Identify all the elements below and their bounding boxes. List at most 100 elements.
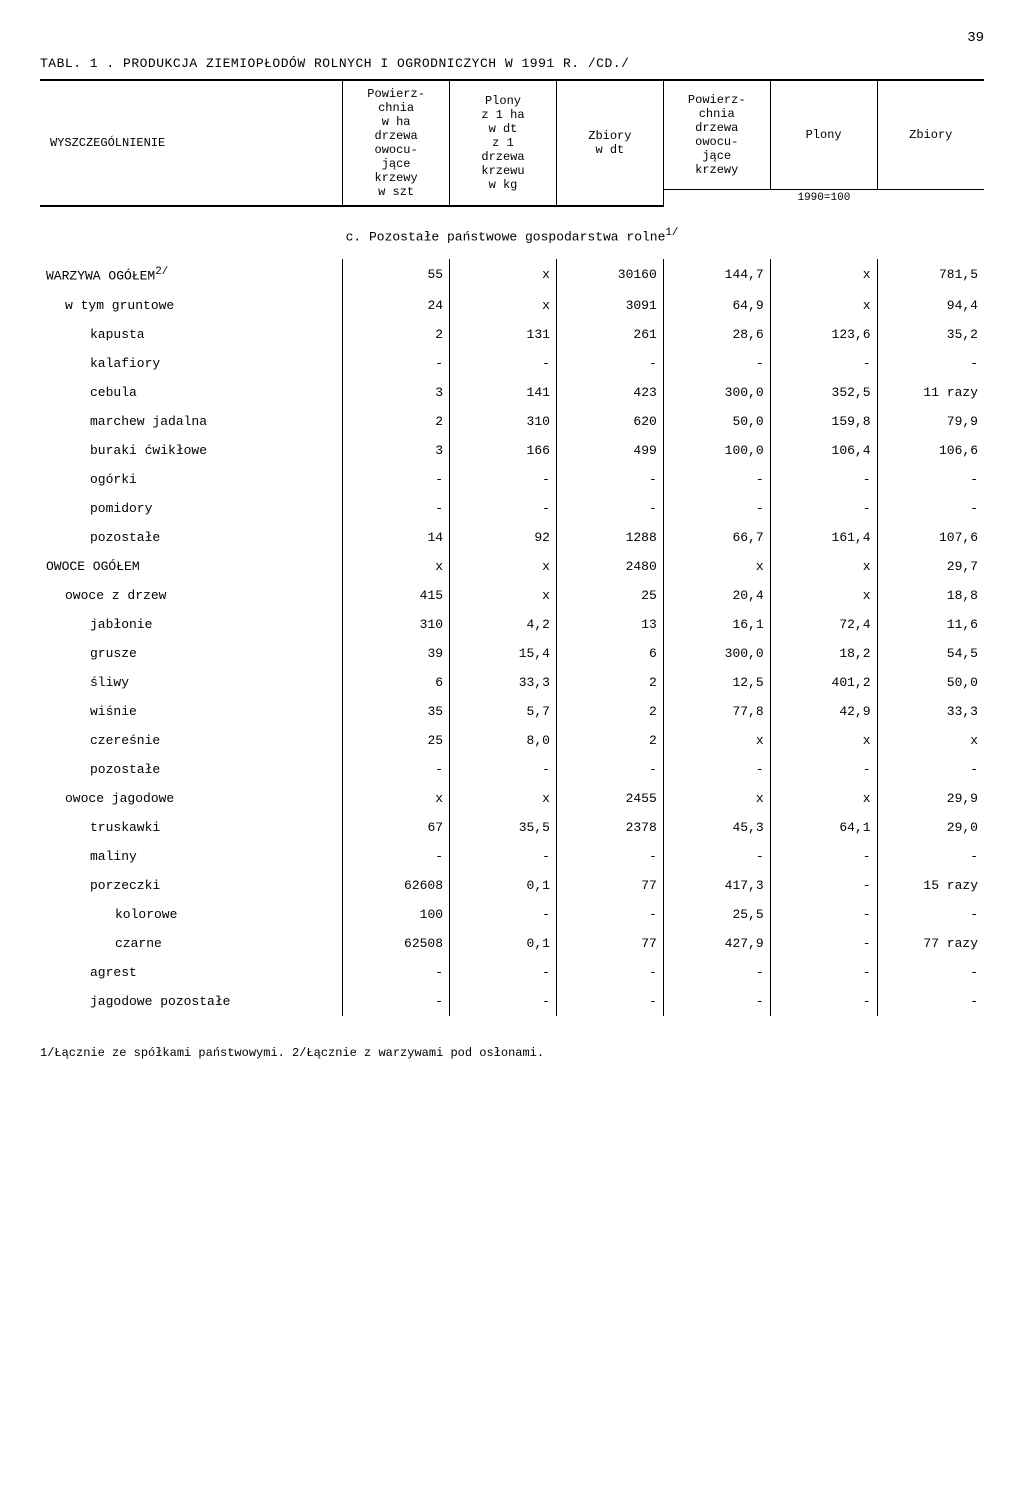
table-row: porzeczki626080,177417,3-15 razy [40, 871, 984, 900]
table-row: buraki ćwikłowe3166499100,0106,4106,6 [40, 436, 984, 465]
cell: 415 [343, 581, 450, 610]
cell: 2 [556, 668, 663, 697]
cell: - [556, 465, 663, 494]
table-row: ogórki------ [40, 465, 984, 494]
cell: 33,3 [877, 697, 984, 726]
cell: 72,4 [770, 610, 877, 639]
cell: 50,0 [663, 407, 770, 436]
row-label: grusze [40, 639, 343, 668]
cell: 16,1 [663, 610, 770, 639]
cell: 0,1 [450, 929, 557, 958]
cell: - [450, 842, 557, 871]
cell: 106,6 [877, 436, 984, 465]
cell: 310 [450, 407, 557, 436]
cell: 166 [450, 436, 557, 465]
cell: 77,8 [663, 697, 770, 726]
cell: 25 [343, 726, 450, 755]
cell: - [770, 494, 877, 523]
cell: x [450, 581, 557, 610]
cell: 18,8 [877, 581, 984, 610]
row-label: w tym gruntowe [40, 291, 343, 320]
row-label: cebula [40, 378, 343, 407]
cell: - [343, 987, 450, 1016]
cell: - [450, 900, 557, 929]
cell: 423 [556, 378, 663, 407]
row-label: czereśnie [40, 726, 343, 755]
cell: 123,6 [770, 320, 877, 349]
cell: x [450, 259, 557, 290]
cell: 107,6 [877, 523, 984, 552]
cell: 35,5 [450, 813, 557, 842]
cell: - [450, 465, 557, 494]
cell: 77 [556, 929, 663, 958]
cell: x [770, 291, 877, 320]
cell: 55 [343, 259, 450, 290]
row-label: pozostałe [40, 523, 343, 552]
cell: - [770, 755, 877, 784]
cell: 2 [343, 320, 450, 349]
cell: 417,3 [663, 871, 770, 900]
cell: 427,9 [663, 929, 770, 958]
cell: 499 [556, 436, 663, 465]
cell: 2 [556, 697, 663, 726]
row-label: owoce z drzew [40, 581, 343, 610]
header-table: WYSZCZEGÓLNIENIE Powierz- chnia w ha drz… [40, 79, 984, 207]
cell: x [770, 784, 877, 813]
cell: - [343, 958, 450, 987]
cell: 2455 [556, 784, 663, 813]
table-row: grusze3915,46300,018,254,5 [40, 639, 984, 668]
table-row: marchew jadalna231062050,0159,879,9 [40, 407, 984, 436]
cell: 8,0 [450, 726, 557, 755]
row-sup: 2/ [155, 266, 168, 278]
table-title: TABL. 1 . PRODUKCJA ZIEMIOPŁODÓW ROLNYCH… [40, 56, 984, 71]
cell: - [877, 987, 984, 1016]
cell: 100 [343, 900, 450, 929]
cell: 14 [343, 523, 450, 552]
row-label: truskawki [40, 813, 343, 842]
table-row: jagodowe pozostałe------ [40, 987, 984, 1016]
cell: 141 [450, 378, 557, 407]
cell: - [770, 958, 877, 987]
cell: - [877, 755, 984, 784]
cell: 92 [450, 523, 557, 552]
cell: 300,0 [663, 639, 770, 668]
cell: - [343, 349, 450, 378]
cell: - [556, 900, 663, 929]
cell: - [877, 842, 984, 871]
page-number: 39 [40, 30, 984, 46]
table-row: kalafiory------ [40, 349, 984, 378]
cell: - [770, 871, 877, 900]
cell: - [877, 465, 984, 494]
table-row: pozostałe1492128866,7161,4107,6 [40, 523, 984, 552]
cell: 5,7 [450, 697, 557, 726]
cell: - [343, 494, 450, 523]
cell: 3 [343, 436, 450, 465]
cell: x [877, 726, 984, 755]
cell: - [770, 465, 877, 494]
cell: 3 [343, 378, 450, 407]
table-row: w tym gruntowe24x309164,9x94,4 [40, 291, 984, 320]
cell: 25,5 [663, 900, 770, 929]
cell: 62508 [343, 929, 450, 958]
cell: 33,3 [450, 668, 557, 697]
cell: 620 [556, 407, 663, 436]
table-row: pozostałe------ [40, 755, 984, 784]
cell: - [663, 494, 770, 523]
cell: - [556, 987, 663, 1016]
cell: - [770, 842, 877, 871]
cell: 401,2 [770, 668, 877, 697]
row-label: agrest [40, 958, 343, 987]
cell: 35,2 [877, 320, 984, 349]
cell: - [450, 987, 557, 1016]
cell: 79,9 [877, 407, 984, 436]
header-col3: Plony z 1 ha w dt z 1 drzewa krzewu w kg [450, 80, 557, 206]
cell: 352,5 [770, 378, 877, 407]
cell: 29,7 [877, 552, 984, 581]
cell: 261 [556, 320, 663, 349]
table-row: owoce jagodowexx2455xx29,9 [40, 784, 984, 813]
cell: 50,0 [877, 668, 984, 697]
cell: - [663, 842, 770, 871]
cell: - [663, 755, 770, 784]
cell: 13 [556, 610, 663, 639]
table-row: kapusta213126128,6123,635,2 [40, 320, 984, 349]
